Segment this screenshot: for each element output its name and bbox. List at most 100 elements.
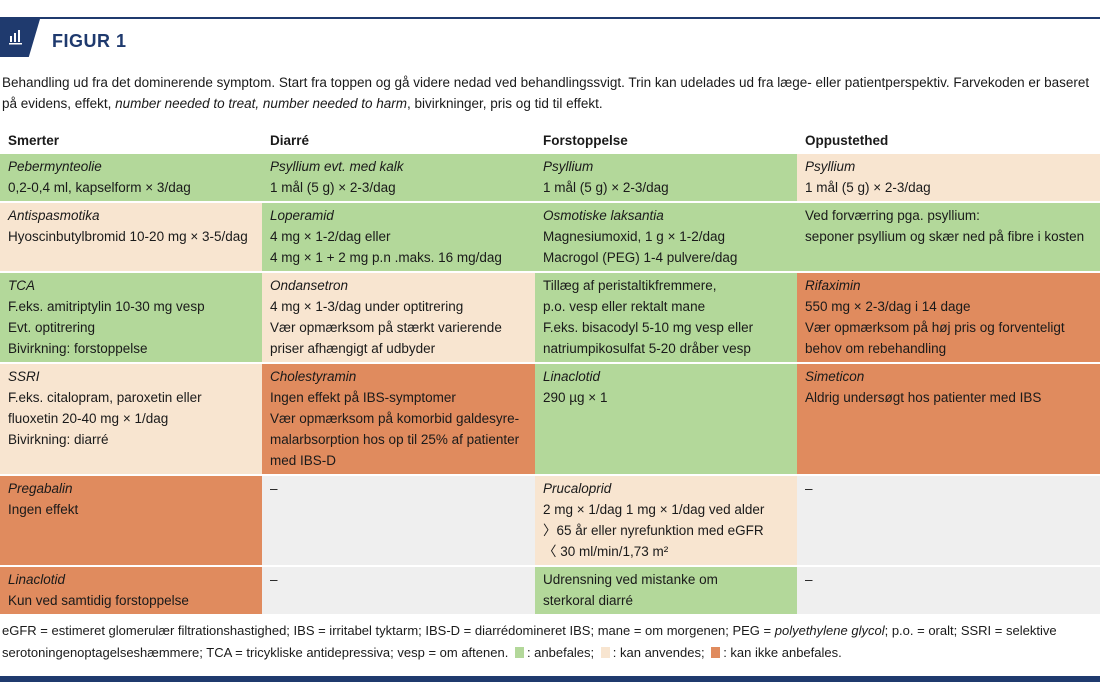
legend-swatch	[600, 647, 610, 658]
table-row: Linaclotid Kun ved samtidig forstoppelse –…	[0, 567, 1100, 614]
caption-italic: number needed to treat, number needed to…	[115, 96, 408, 111]
figure-caption: Behandling ud fra det dominerende sympto…	[2, 72, 1097, 114]
table-cell: –	[797, 476, 1100, 565]
cell-line: Vær opmærksom på høj pris og forventelig…	[805, 320, 1065, 335]
cell-line: fluoxetin 20-40 mg × 1/dag	[8, 411, 169, 426]
drug-name: Loperamid	[270, 208, 334, 223]
figure-header: FIGUR 1	[0, 0, 1100, 62]
table-row: SSRI F.eks. citalopram, paroxetin eller fl…	[0, 364, 1100, 474]
cell-line: 550 mg × 2-3/dag i 14 dage	[805, 299, 971, 314]
cell-line: 1 mål (5 g) × 2-3/dag	[270, 180, 396, 195]
column-header: Diarré	[270, 133, 310, 148]
cell-line: –	[805, 481, 813, 496]
cell-line: Udrensning ved mistanke om	[543, 572, 718, 587]
cell-line: F.eks. citalopram, paroxetin eller	[8, 390, 202, 405]
drug-name: Prucaloprid	[543, 481, 612, 496]
cell-line: seponer psyllium og skær ned på fibre i …	[805, 229, 1085, 244]
footnote-text-end: ; p.o. = oralt; SSRI = selektive seroton…	[2, 623, 1057, 660]
legend-swatch	[514, 647, 524, 658]
table-cell: –	[262, 476, 535, 565]
table-cell: –	[797, 567, 1100, 614]
footnote-text: eGFR = estimeret glomerulær filtrationsh…	[2, 623, 775, 638]
cell-line: 290 µg × 1	[543, 390, 608, 405]
cell-line: Ingen effekt på IBS-symptomer	[270, 390, 456, 405]
figure-title: FIGUR 1	[52, 31, 127, 51]
table-row: Antispasmotika Hyoscinbutylbromid 10-20 m…	[0, 203, 1100, 271]
table-cell: SSRI F.eks. citalopram, paroxetin eller fl…	[0, 364, 262, 474]
cell-line: 4 mg × 1-3/dag under optitrering	[270, 299, 464, 314]
cell-line: Macrogol (PEG) 1-4 pulvere/dag	[543, 250, 738, 265]
column-header: Oppustethed	[805, 133, 889, 148]
cell-line: Tillæg af peristaltikfremmere,	[543, 278, 717, 293]
cell-line: Magnesiumoxid, 1 g × 1-2/dag	[543, 229, 725, 244]
top-rule	[0, 17, 1100, 19]
table-cell: TCA F.eks. amitriptylin 10-30 mg vesp Evt.…	[0, 273, 262, 362]
cell-line: Aldrig undersøgt hos patienter med IBS	[805, 390, 1042, 405]
footnote-italic: polyethylene glycol	[774, 623, 885, 638]
table-cell: Ondansetron 4 mg × 1-3/dag under optitrer…	[262, 273, 535, 362]
table-cell: Psyllium 1 mål (5 g) × 2-3/dag	[535, 154, 797, 201]
table-cell: Udrensning ved mistanke om sterkoral diar…	[535, 567, 797, 614]
legend-swatch	[711, 647, 721, 658]
cell-line: Bivirkning: forstoppelse	[8, 341, 148, 356]
table-row: Pebermynteolie 0,2-0,4 ml, kapselform × 3…	[0, 154, 1100, 201]
drug-name: Antispasmotika	[8, 208, 100, 223]
legend-label: : anbefales;	[526, 645, 595, 660]
cell-line: Bivirkning: diarré	[8, 432, 109, 447]
column-header: Smerter	[8, 133, 60, 148]
table-cell: Simeticon Aldrig undersøgt hos patienter …	[797, 364, 1100, 474]
cell-line: malarbsorption hos op til 25% af patient…	[270, 432, 520, 447]
table-cell: Linaclotid Kun ved samtidig forstoppelse	[0, 567, 262, 614]
cell-line: 4 mg × 1-2/dag eller	[270, 229, 391, 244]
drug-name: TCA	[8, 278, 35, 293]
cell-line: F.eks. amitriptylin 10-30 mg vesp	[8, 299, 205, 314]
cell-line: 2 mg × 1/dag 1 mg × 1/dag ved alder	[543, 502, 765, 517]
table-cell: Linaclotid 290 µg × 1	[535, 364, 797, 474]
table-row: TCA F.eks. amitriptylin 10-30 mg vesp Evt.…	[0, 273, 1100, 362]
cell-line: Ved forværring pga. psyllium:	[805, 208, 980, 223]
table-cell: Psyllium evt. med kalk 1 mål (5 g) × 2-3/…	[262, 154, 535, 201]
cell-line: –	[270, 481, 278, 496]
drug-name: SSRI	[8, 369, 40, 384]
cell-line: med IBS-D	[270, 453, 337, 468]
cell-line: 〉65 år eller nyrefunktion med eGFR	[543, 523, 764, 538]
table-cell: Rifaximin 550 mg × 2-3/dag i 14 dage Vær o…	[797, 273, 1100, 362]
figure-badge	[0, 19, 40, 57]
drug-name: Pebermynteolie	[8, 159, 102, 174]
footnote: eGFR = estimeret glomerulær filtrationsh…	[2, 620, 1097, 664]
cell-line: Vær opmærksom på komorbid galdesyre-	[270, 411, 520, 426]
bar-chart-icon	[9, 30, 22, 45]
cell-line: 4 mg × 1 + 2 mg p.n .maks. 16 mg/dag	[270, 250, 502, 265]
drug-name: Ondansetron	[270, 278, 349, 293]
bottom-rule	[0, 676, 1100, 682]
drug-name: Linaclotid	[543, 369, 601, 384]
caption-text-end: , bivirkninger, pris og tid til effekt.	[407, 96, 603, 111]
cell-line: 〈 30 ml/min/1,73 m²	[543, 544, 669, 559]
treatment-table: Smerter Diarré Forstoppelse Oppustethed Peb…	[0, 130, 1100, 616]
drug-name: Osmotiske laksantia	[543, 208, 664, 223]
table-cell: Pebermynteolie 0,2-0,4 ml, kapselform × 3…	[0, 154, 262, 201]
drug-name: Psyllium	[805, 159, 856, 174]
table-cell: Prucaloprid 2 mg × 1/dag 1 mg × 1/dag ved…	[535, 476, 797, 565]
drug-name: Pregabalin	[8, 481, 73, 496]
cell-line: 0,2-0,4 ml, kapselform × 3/dag	[8, 180, 191, 195]
cell-line: p.o. vesp eller rektalt mane	[543, 299, 706, 314]
cell-line: –	[270, 572, 278, 587]
table-cell: Osmotiske laksantia Magnesiumoxid, 1 g × …	[535, 203, 797, 271]
cell-line: 1 mål (5 g) × 2-3/dag	[543, 180, 669, 195]
legend-label: : kan anvendes;	[612, 645, 705, 660]
cell-line: Evt. optitrering	[8, 320, 96, 335]
cell-line: sterkoral diarré	[543, 593, 634, 608]
drug-name: Psyllium evt. med kalk	[270, 159, 404, 174]
drug-name: Rifaximin	[805, 278, 861, 293]
color-legend: : anbefales; : kan anvendes; : kan ikke …	[508, 645, 842, 660]
table-cell: Ved forværring pga. psyllium: seponer psy…	[797, 203, 1100, 271]
drug-name: Simeticon	[805, 369, 865, 384]
drug-name: Psyllium	[543, 159, 594, 174]
table-row: Pregabalin Ingen effekt – Prucaloprid 2 mg ×…	[0, 476, 1100, 565]
cell-line: behov om rebehandling	[805, 341, 947, 356]
drug-name: Linaclotid	[8, 572, 66, 587]
table-cell: –	[262, 567, 535, 614]
table-cell: Loperamid 4 mg × 1-2/dag eller 4 mg × 1 + …	[262, 203, 535, 271]
